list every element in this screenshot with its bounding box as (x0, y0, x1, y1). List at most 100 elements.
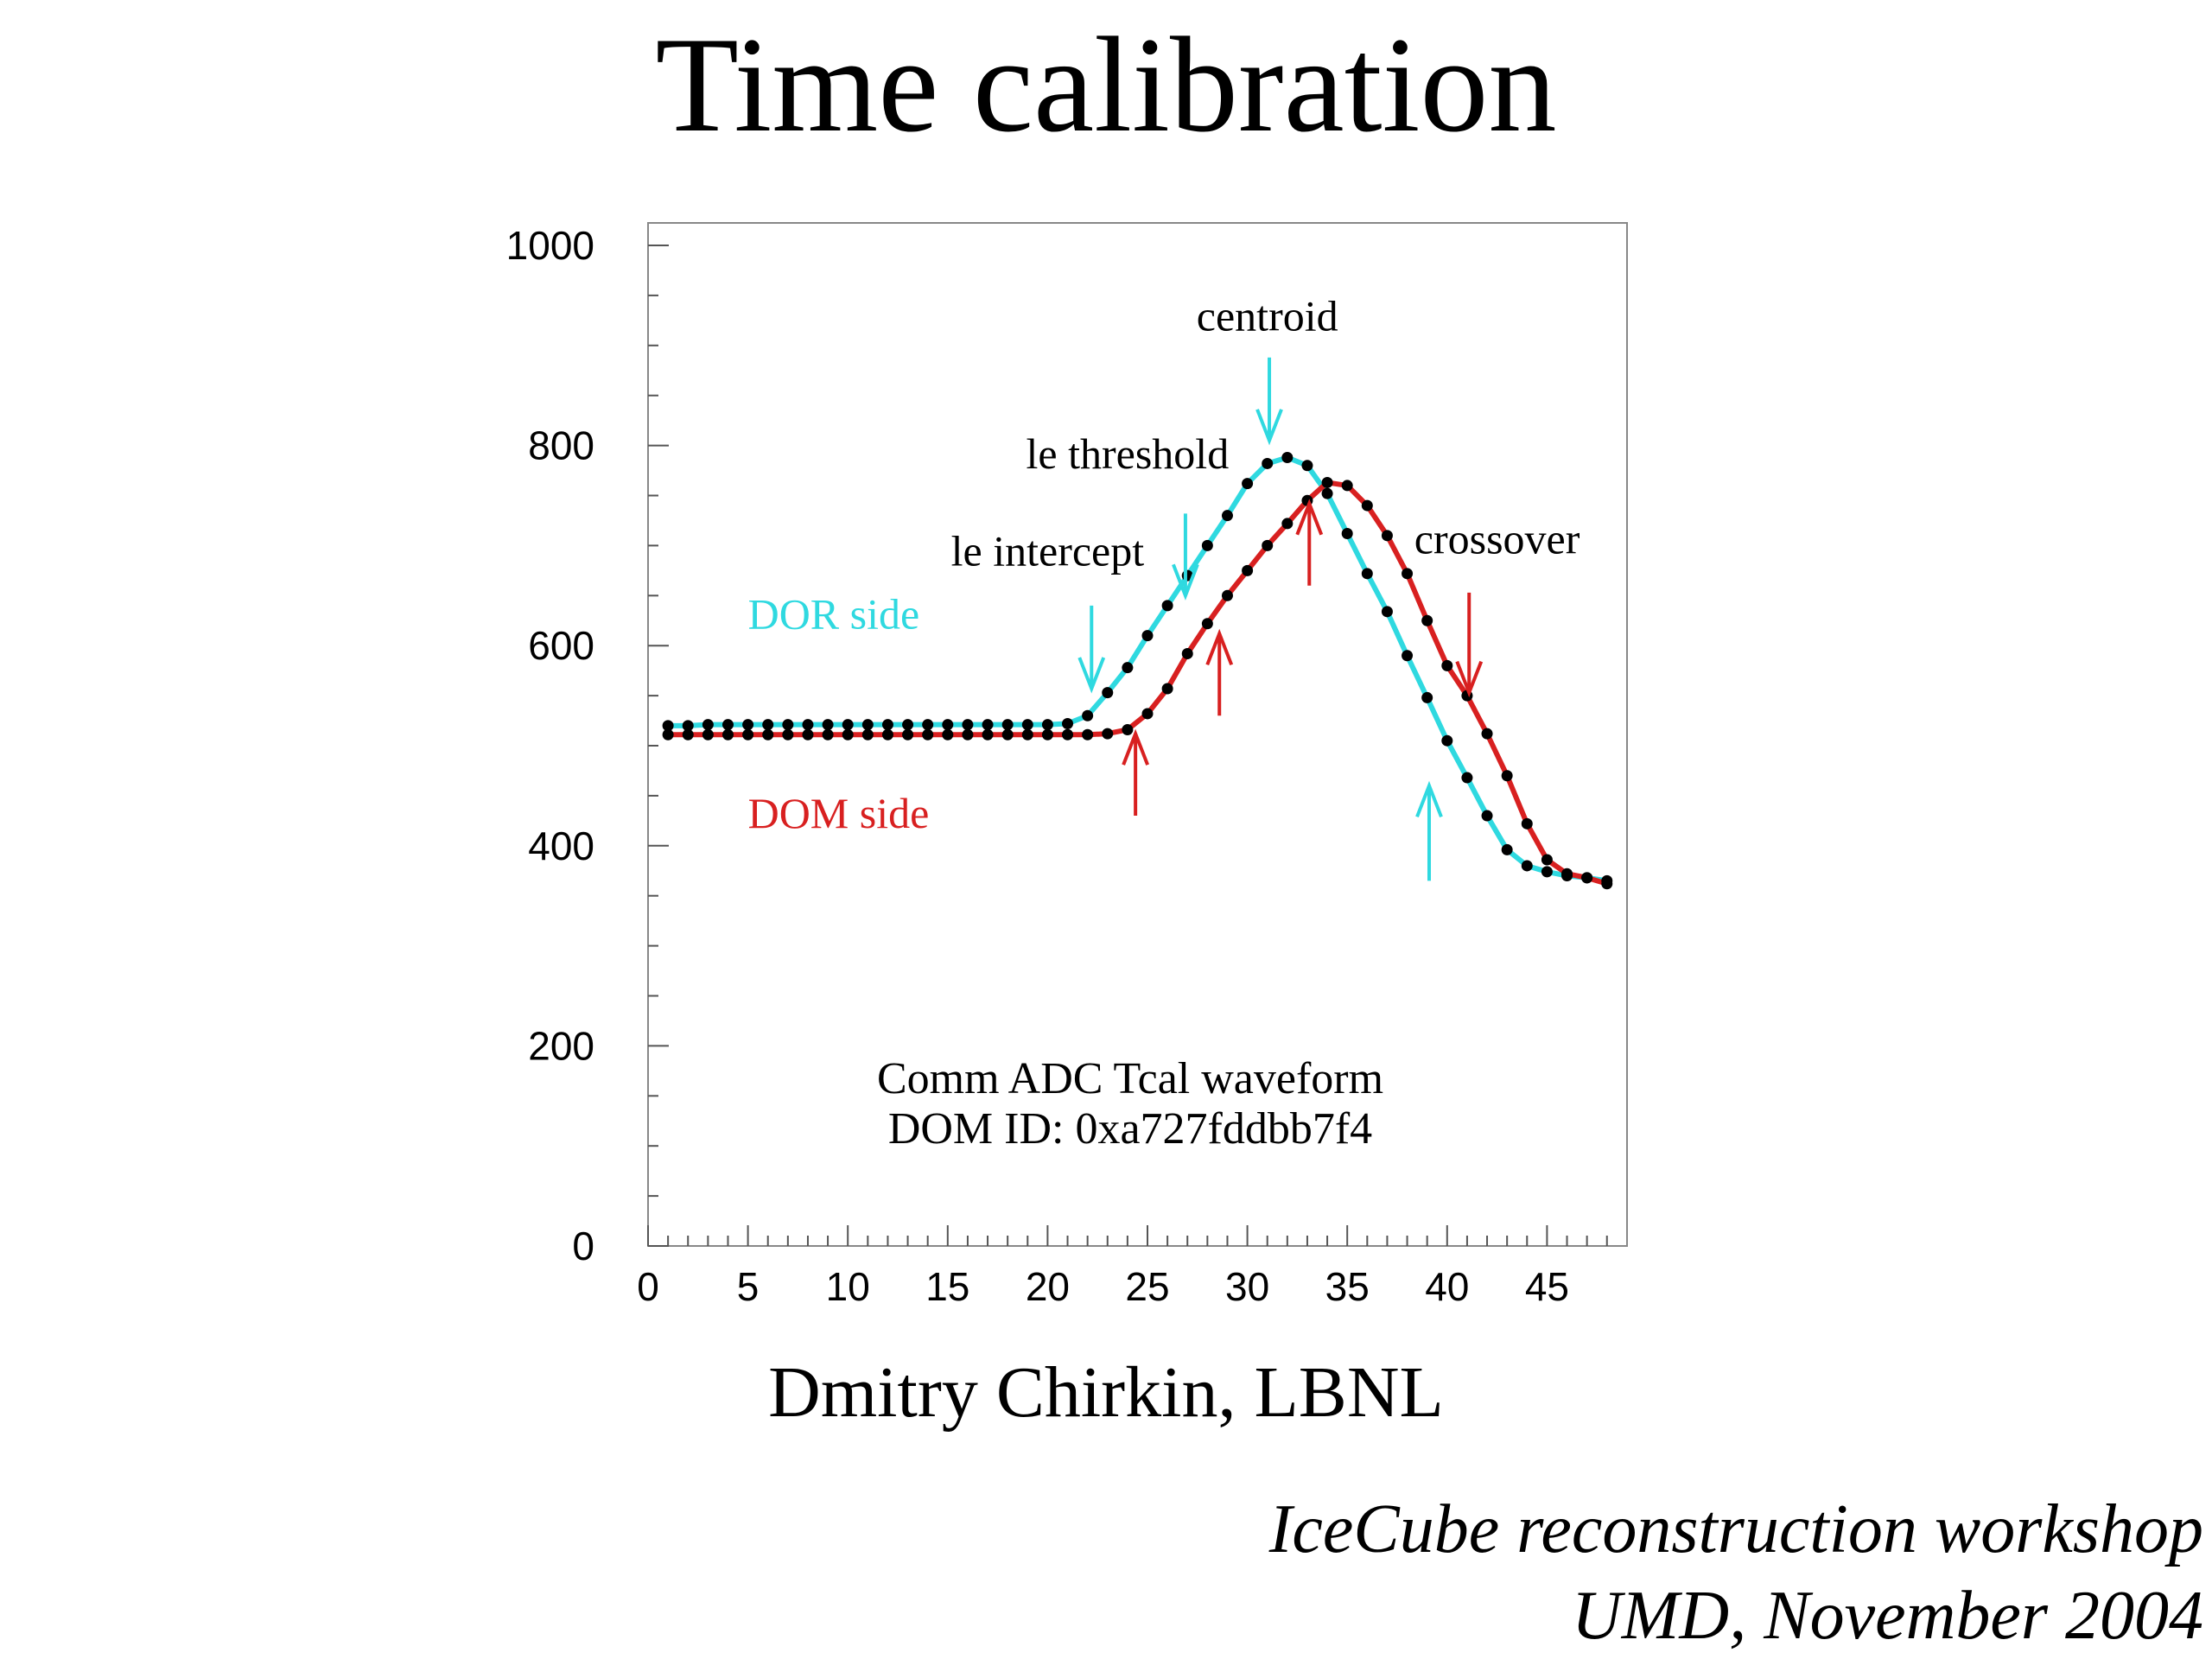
data-point (1221, 510, 1233, 522)
data-point (1402, 650, 1414, 662)
arrow-down (1077, 605, 1106, 694)
caption-line-2: DOM ID: 0xa727fddbb7f4 (888, 1104, 1372, 1154)
annotation-label: crossover (1414, 515, 1580, 563)
workshop-location-date: UMD, November 2004 (1572, 1578, 2203, 1654)
data-point (1601, 878, 1613, 890)
annotation-label: le threshold (1027, 429, 1230, 478)
arrows (1077, 357, 1484, 881)
data-point (861, 728, 874, 741)
arrow-down (1172, 513, 1199, 601)
data-point (1021, 719, 1033, 731)
data-point (1321, 476, 1333, 488)
data-point (1242, 564, 1254, 576)
data-point (1161, 600, 1173, 612)
arrow-up (1415, 780, 1443, 881)
data-point (1262, 457, 1274, 469)
series-label: DOR side (748, 590, 920, 639)
data-point (762, 719, 774, 731)
data-point (1281, 451, 1294, 463)
y-tick-label: 0 (572, 1224, 594, 1268)
plot-frame (647, 222, 1628, 1247)
data-point (942, 719, 954, 731)
data-point (702, 728, 714, 741)
data-point (1001, 719, 1014, 731)
data-point (1341, 480, 1353, 492)
data-point (1361, 499, 1373, 512)
arrow-up (1122, 728, 1149, 817)
x-tick-label: 35 (1325, 1264, 1370, 1309)
arrow-head (1255, 409, 1283, 446)
data-point (1161, 683, 1173, 695)
workshop-name: IceCube reconstruction workshop (1268, 1491, 2203, 1567)
data-point (1521, 817, 1533, 830)
arrow-head (1077, 657, 1106, 694)
data-point (1541, 866, 1553, 878)
data-point (802, 728, 814, 741)
caption-line-1: Comm ADC Tcal waveform (877, 1054, 1383, 1103)
data-point (822, 719, 834, 731)
data-point (742, 719, 754, 731)
arrow-head (1455, 660, 1484, 698)
data-point (1421, 691, 1433, 703)
data-point (742, 728, 754, 741)
data-point (1461, 772, 1473, 784)
arrow-up (1205, 628, 1234, 716)
data-point (922, 719, 934, 731)
data-point (721, 728, 734, 741)
data-point (1122, 723, 1134, 735)
data-point (1141, 708, 1154, 720)
data-point (1082, 709, 1094, 721)
data-point (721, 719, 734, 731)
annotation-label: le intercept (951, 527, 1145, 575)
y-tick-label: 1000 (506, 223, 594, 268)
arrow-down (1255, 357, 1283, 446)
annotation-labels: DOR side DOM side centroid le threshold le i… (748, 291, 1580, 837)
data-points (662, 451, 1613, 890)
data-point (1062, 718, 1074, 730)
data-point (902, 719, 914, 731)
data-point (682, 728, 694, 741)
x-tick-label: 45 (1525, 1264, 1569, 1309)
data-point (1281, 518, 1294, 530)
data-point (1421, 614, 1433, 626)
data-point (881, 728, 893, 741)
arrow-head (1415, 780, 1443, 818)
arrow-head (1172, 563, 1199, 601)
data-point (922, 728, 934, 741)
data-point (1201, 618, 1213, 630)
slide-title: Time calibration (655, 10, 1557, 161)
series-label: DOM side (748, 789, 930, 837)
y-tick-label: 600 (528, 623, 594, 668)
data-point (682, 720, 694, 732)
data-point (982, 719, 994, 731)
data-point (662, 728, 674, 741)
data-point (1361, 568, 1373, 580)
data-point (1321, 487, 1333, 499)
data-point (1341, 528, 1353, 540)
data-point (1141, 630, 1154, 642)
x-tick-label: 30 (1225, 1264, 1269, 1309)
data-point (842, 719, 854, 731)
data-point (1501, 770, 1513, 782)
data-point (881, 719, 893, 731)
data-point (1041, 719, 1053, 731)
x-tick-label: 25 (1125, 1264, 1169, 1309)
data-point (1102, 687, 1114, 699)
data-point (902, 728, 914, 741)
data-point (762, 728, 774, 741)
data-point (1441, 659, 1453, 671)
data-point (1402, 568, 1414, 580)
data-point (1381, 530, 1393, 542)
data-point (822, 728, 834, 741)
arrow-head (1205, 628, 1234, 666)
data-point (1041, 728, 1053, 741)
data-point (802, 719, 814, 731)
data-point (942, 728, 954, 741)
data-point (662, 720, 674, 732)
data-point (1201, 539, 1213, 551)
data-point (1001, 728, 1014, 741)
data-point (1021, 728, 1033, 741)
y-tick-label: 200 (528, 1023, 594, 1068)
data-point (1521, 860, 1533, 872)
